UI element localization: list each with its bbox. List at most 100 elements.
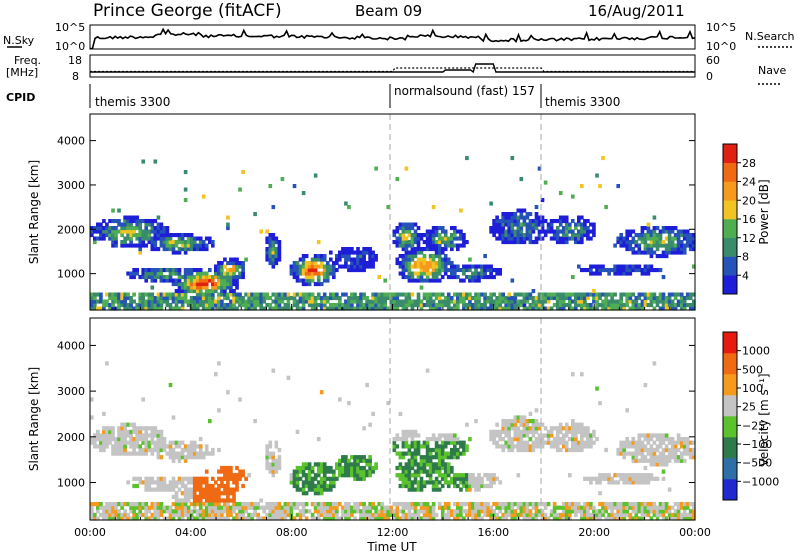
heatmap-cell <box>416 296 421 301</box>
heatmap-cell <box>598 264 602 269</box>
heatmap-cell <box>93 516 97 521</box>
heatmap-cell <box>144 447 149 453</box>
heatmap-cell <box>625 299 630 304</box>
heatmap-cell <box>413 299 418 304</box>
heatmap-cell <box>410 264 415 269</box>
heatmap-cell <box>440 512 445 518</box>
heatmap-cell <box>679 516 684 521</box>
heatmap-cell <box>159 222 164 227</box>
heatmap-cell <box>401 480 406 485</box>
heatmap-cell <box>558 292 563 297</box>
heatmap-cell <box>634 440 639 445</box>
heatmap-cell <box>425 440 430 445</box>
heatmap-cell <box>564 505 569 510</box>
heatmap-cell <box>446 505 451 510</box>
heatmap-cell <box>598 473 602 478</box>
heatmap-cell <box>159 444 164 449</box>
heatmap-cell <box>592 226 596 231</box>
heatmap-cell <box>456 502 460 507</box>
heatmap-cell <box>440 240 445 245</box>
heatmap-cell <box>561 306 566 311</box>
heatmap-cell <box>422 512 427 518</box>
heatmap-cell <box>232 516 236 521</box>
heatmap-cell <box>144 275 149 280</box>
heatmap-cell <box>446 480 451 485</box>
heatmap-cell <box>404 296 409 301</box>
heatmap-cell <box>443 437 448 442</box>
heatmap-cell <box>540 222 545 227</box>
heatmap-cell <box>159 502 164 507</box>
heatmap-cell <box>456 268 460 273</box>
heatmap-cell <box>265 254 270 259</box>
heatmap-cell <box>310 292 315 297</box>
heatmap-cell <box>431 243 436 248</box>
heatmap-cell <box>507 226 512 231</box>
heatmap-cell <box>440 483 445 489</box>
heatmap-cell <box>453 440 457 445</box>
heatmap-cell <box>304 491 309 496</box>
heatmap-cell <box>105 502 109 507</box>
heatmap-cell <box>425 505 430 510</box>
heatmap-cell <box>114 296 118 301</box>
heatmap-cell <box>604 476 608 481</box>
heatmap-cell <box>223 473 227 478</box>
heatmap-cell <box>220 306 224 311</box>
heatmap-cell <box>658 292 663 297</box>
heatmap-cell <box>580 372 584 377</box>
heatmap-cell <box>295 303 300 308</box>
heatmap-cell <box>422 469 427 474</box>
heatmap-cell <box>631 476 636 481</box>
heatmap-cell <box>431 257 436 262</box>
heatmap-cell <box>226 505 230 510</box>
heatmap-cell <box>186 282 191 287</box>
heatmap-cell <box>217 516 221 521</box>
heatmap-cell <box>510 303 515 308</box>
heatmap-cell <box>226 480 230 485</box>
heatmap-cell <box>437 455 442 460</box>
heatmap-cell <box>595 509 599 514</box>
heatmap-cell <box>90 233 94 238</box>
heatmap-cell <box>322 473 327 478</box>
heatmap-cell <box>404 226 409 231</box>
heatmap-cell <box>313 268 318 273</box>
heatmap-cell <box>165 236 170 241</box>
heatmap-cell <box>238 264 242 269</box>
heatmap-cell <box>268 303 273 308</box>
heatmap-cell <box>368 303 372 308</box>
heatmap-cell <box>108 236 112 241</box>
heatmap-cell <box>419 458 424 463</box>
heatmap-cell <box>147 476 152 481</box>
heatmap-cell <box>401 469 406 474</box>
heatmap-cell <box>465 422 469 427</box>
heatmap-cell <box>422 455 427 460</box>
heatmap-cell <box>268 451 273 456</box>
heatmap-cell <box>129 275 133 280</box>
heatmap-cell <box>571 447 575 453</box>
heatmap-cell <box>577 447 581 453</box>
heatmap-cell <box>253 292 257 297</box>
heatmap-cell <box>568 509 572 514</box>
heatmap-cell <box>238 476 242 481</box>
heatmap-cell <box>389 303 394 308</box>
heatmap-cell <box>105 292 109 297</box>
heatmap-cell <box>329 516 333 521</box>
heatmap-cell <box>549 429 554 435</box>
heatmap-cell <box>655 462 660 467</box>
heatmap-cell <box>507 447 512 453</box>
heatmap-cell <box>335 462 339 467</box>
heatmap-cell <box>217 306 221 311</box>
heatmap-cell <box>531 306 536 311</box>
heatmap-cell <box>489 429 493 435</box>
heatmap-cell <box>126 422 130 427</box>
heatmap-cell <box>534 236 539 241</box>
heatmap-cell <box>329 483 333 489</box>
heatmap-cell <box>528 419 533 424</box>
heatmap-cell <box>350 268 354 273</box>
heatmap-cell <box>329 469 333 474</box>
heatmap-cell <box>226 296 230 301</box>
heatmap-cell <box>522 429 527 435</box>
heatmap-cell <box>410 306 415 311</box>
heatmap-cell <box>401 473 406 478</box>
heatmap-cell <box>453 299 457 304</box>
